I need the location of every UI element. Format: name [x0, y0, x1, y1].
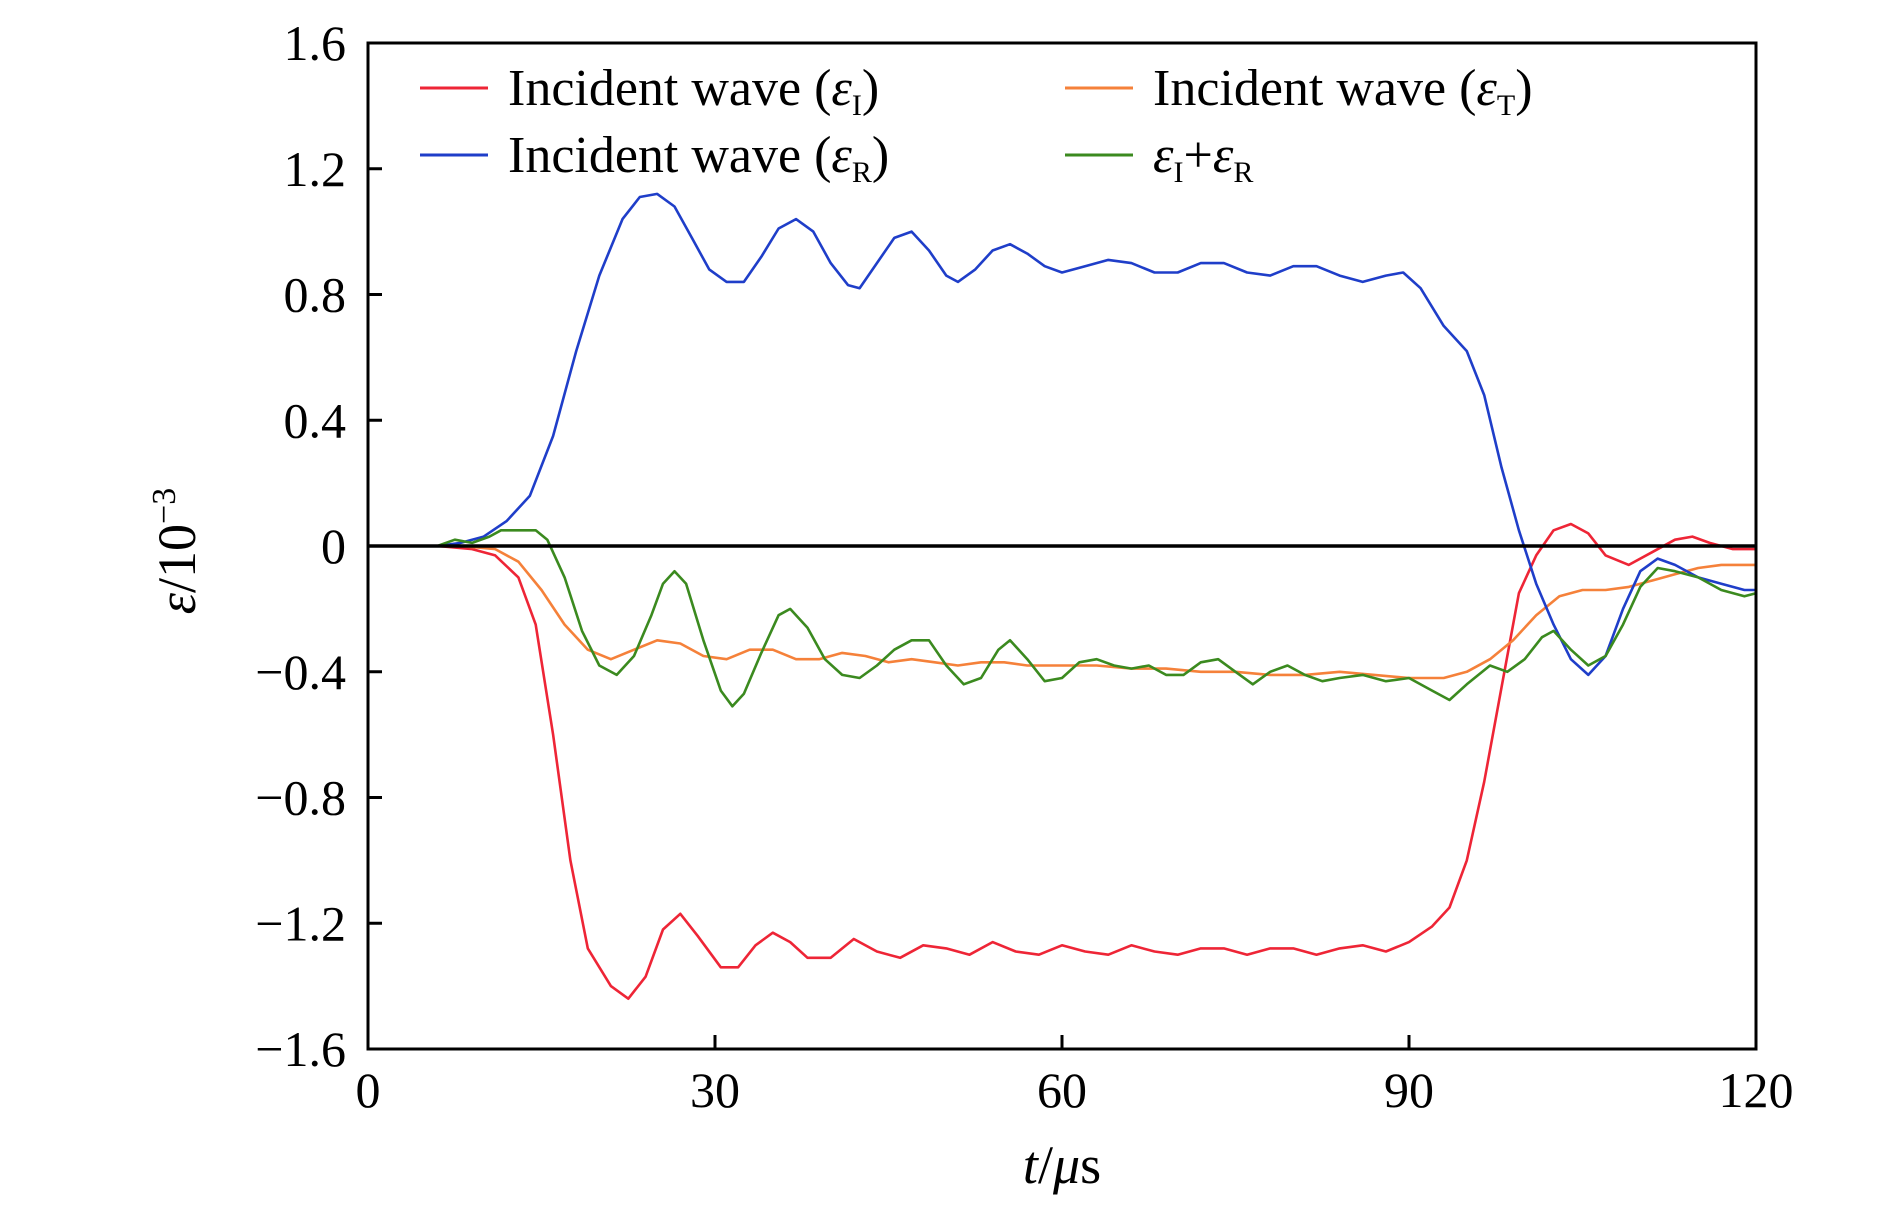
x-tick-label: 90 [1384, 1062, 1434, 1118]
x-tick-label: 30 [690, 1062, 740, 1118]
x-tick-label: 120 [1719, 1062, 1794, 1118]
y-tick-label: 0.8 [284, 267, 347, 323]
y-tick-label: 0.4 [284, 392, 347, 448]
series-layer [368, 192, 1757, 1000]
y-tick-label: −1.6 [255, 1021, 346, 1077]
y-axis-title: ε/10−3 [146, 488, 207, 614]
legend-label-3: εI+εR [1153, 127, 1253, 189]
legend-label-1: Incident wave (εT) [1153, 60, 1533, 122]
y-tick-label: 0 [321, 518, 346, 574]
series-line-0 [368, 522, 1756, 1000]
y-tick-label: 1.6 [284, 15, 347, 71]
y-tick-label: −0.4 [255, 644, 346, 700]
legend-label-2: Incident wave (εR) [508, 127, 889, 189]
x-axis-title: t/μs [1023, 1135, 1101, 1195]
y-tick-label: 1.2 [284, 141, 347, 197]
series-line-1 [368, 544, 1756, 680]
ticks-layer: 0 30 60 90 120 1.6 1.2 0.8 0.4 0 −0.4 −0.8 −1.2 −1.6 [255, 15, 1793, 1118]
y-tick-label: −0.8 [255, 770, 346, 826]
legend: Incident wave (εI) Incident wave (εT) Inci… [420, 60, 1533, 189]
x-tick-label: 60 [1037, 1062, 1087, 1118]
series-line-2 [368, 192, 1756, 677]
y-tick-label: −1.2 [255, 895, 346, 951]
series-line-3 [368, 529, 1757, 708]
legend-label-0: Incident wave (εI) [508, 60, 879, 122]
x-tick-label: 0 [356, 1062, 381, 1118]
